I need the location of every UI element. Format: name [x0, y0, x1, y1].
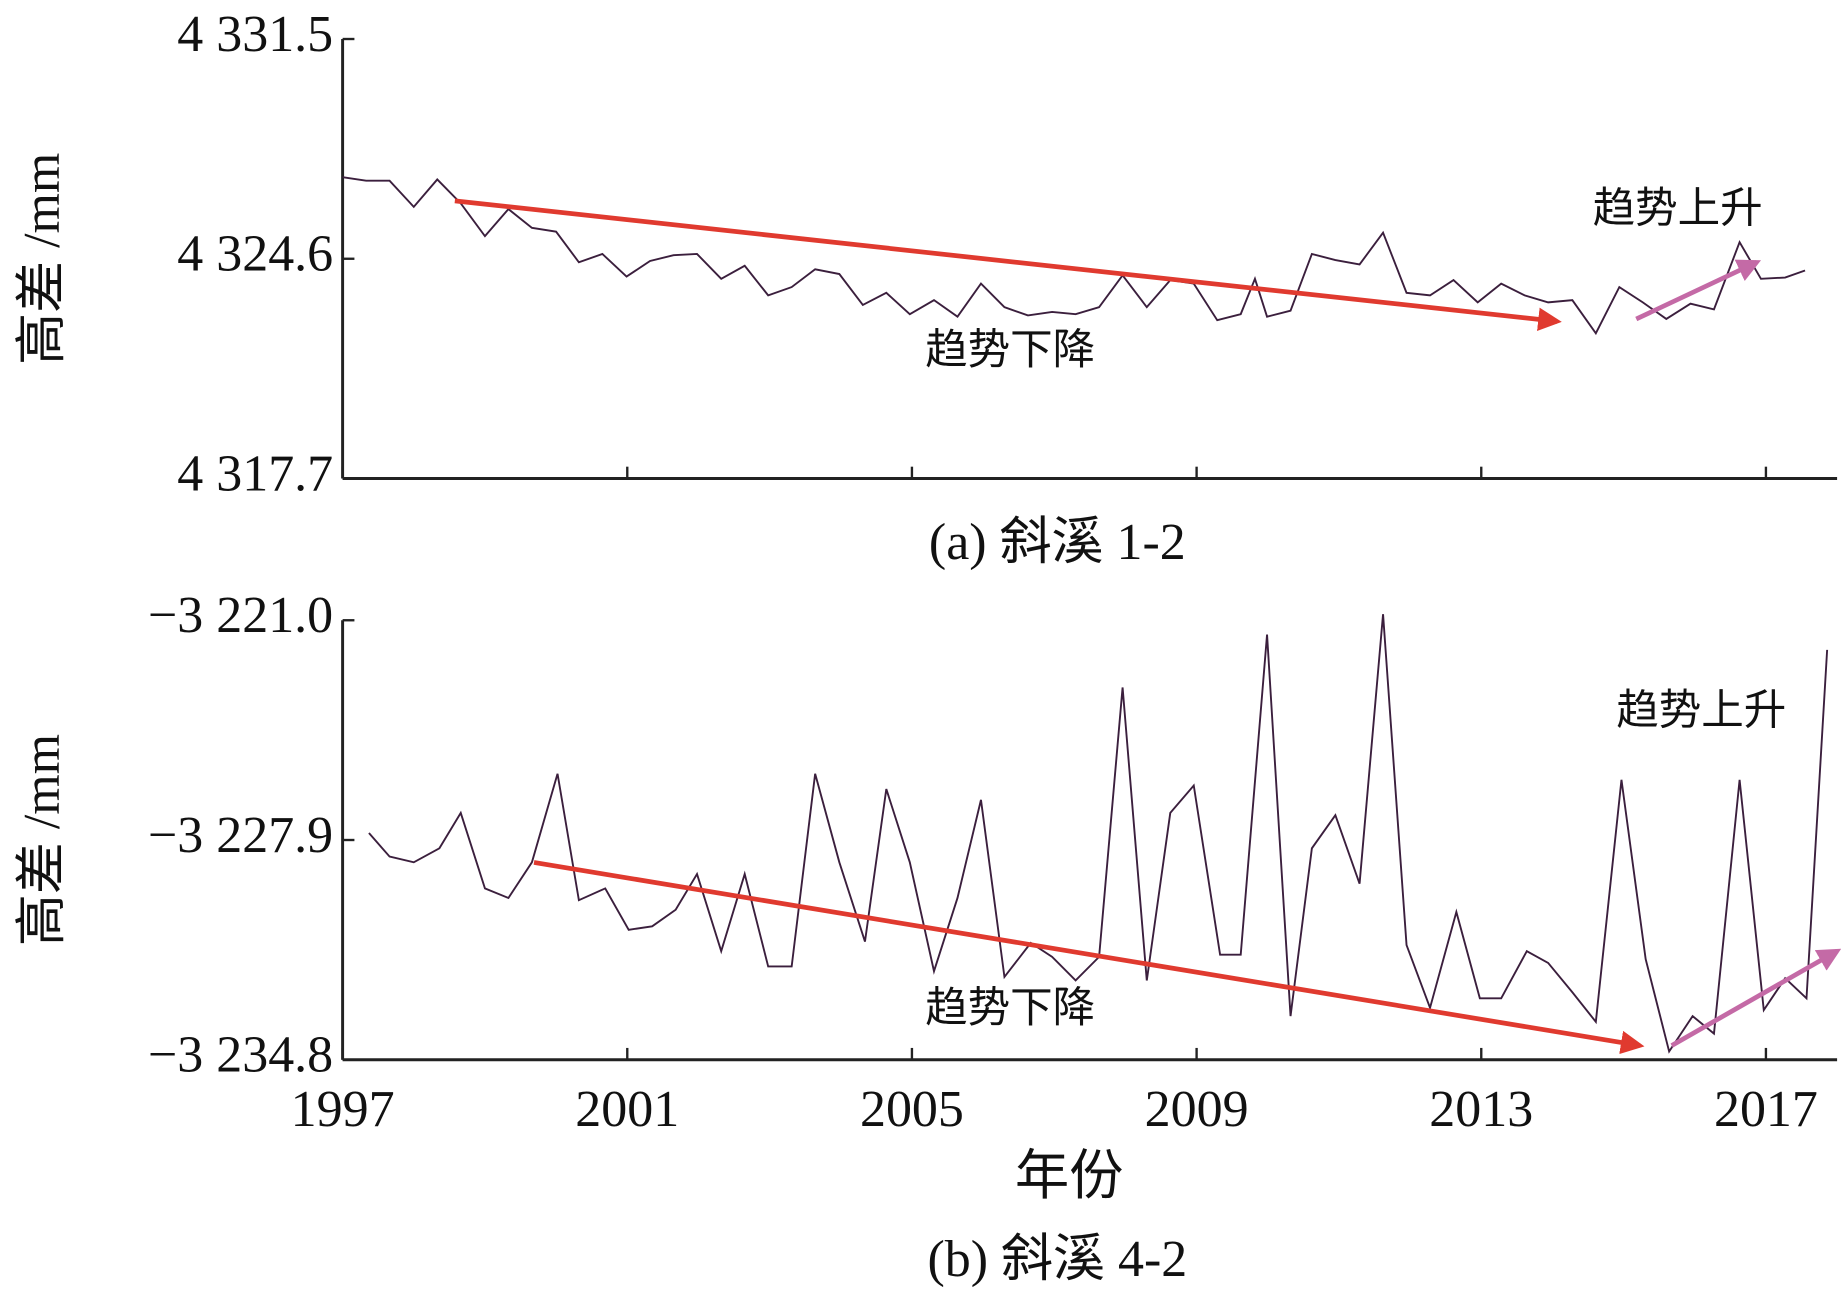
annotation: 趋势上升 — [1593, 185, 1763, 232]
x-tick-label: 2001 — [575, 1081, 679, 1138]
x-tick-label: 2005 — [860, 1081, 964, 1138]
y-tick-label: 4 324.6 — [177, 226, 333, 283]
data-line — [342, 176, 1806, 336]
caption: (a) 斜溪 1-2 — [929, 514, 1186, 571]
x-tick-label: 2009 — [1145, 1081, 1249, 1138]
x-tick-label: 2017 — [1714, 1081, 1818, 1138]
y-tick-label: −3 221.0 — [148, 587, 333, 644]
annotation: 趋势下降 — [925, 985, 1095, 1032]
y-tick-label: 4 317.7 — [177, 445, 333, 502]
data-line — [368, 614, 1829, 1054]
annotation: 趋势上升 — [1616, 688, 1786, 735]
x-tick-label: 1997 — [291, 1081, 395, 1138]
y-tick-label: −3 234.8 — [148, 1027, 333, 1084]
y-axis-label: 高差 /mm — [14, 153, 71, 365]
trend-arrow — [1635, 259, 1762, 322]
x-axis-label: 年份 — [1015, 1146, 1124, 1206]
x-tick-label: 2013 — [1429, 1081, 1533, 1138]
y-tick-label: 4 331.5 — [177, 6, 333, 63]
annotation: 趋势下降 — [925, 327, 1095, 374]
caption: (b) 斜溪 4-2 — [927, 1231, 1187, 1288]
trend-arrow — [1670, 948, 1842, 1048]
y-axis-label: 高差 /mm — [14, 734, 71, 946]
y-tick-label: −3 227.9 — [148, 807, 333, 864]
trend-arrow — [454, 198, 1562, 332]
trend-arrow — [533, 860, 1645, 1055]
